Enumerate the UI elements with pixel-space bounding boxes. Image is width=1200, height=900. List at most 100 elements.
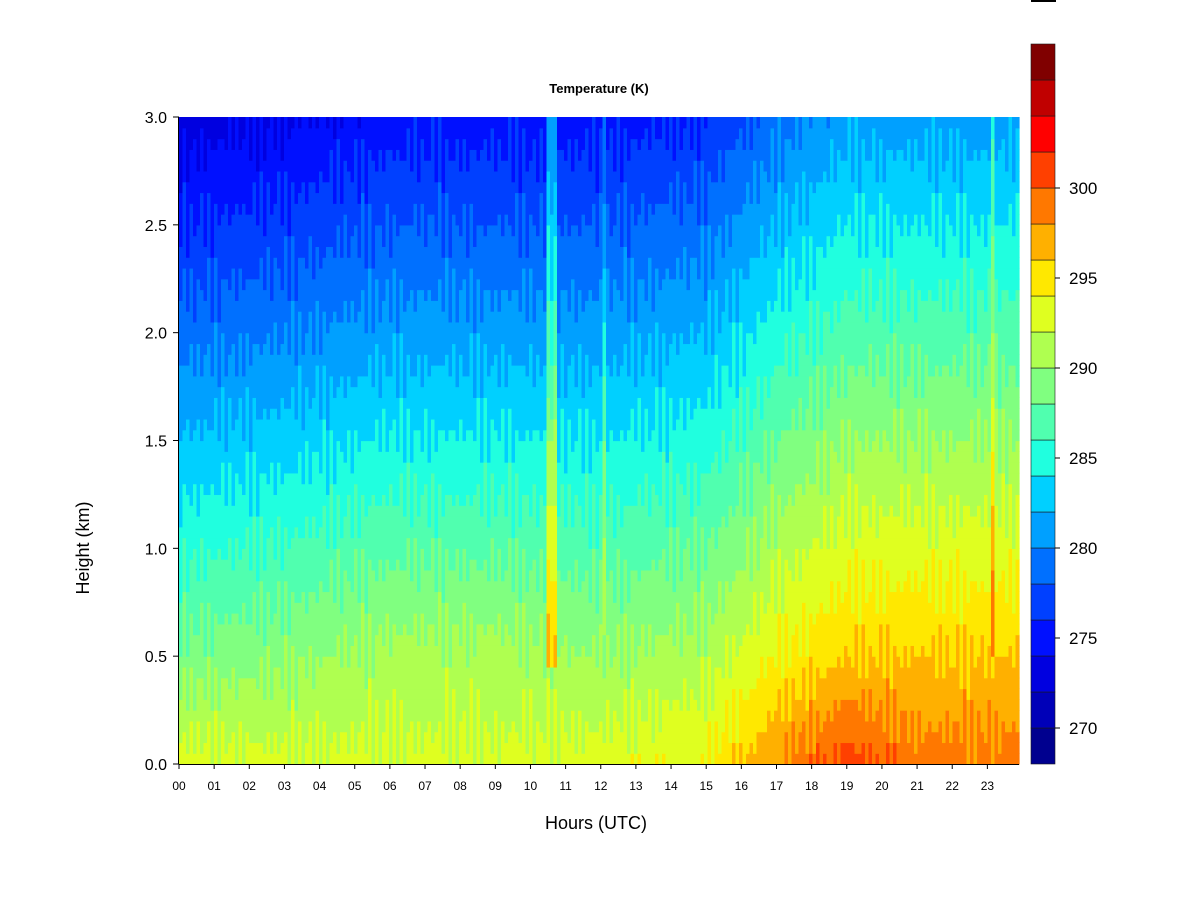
heatmap-cell [410, 645, 415, 657]
heatmap-cell [378, 645, 383, 657]
heatmap-cell [459, 656, 464, 668]
heatmap-cell [420, 397, 425, 409]
heatmap-cell [371, 494, 376, 506]
heatmap-cell [266, 440, 271, 452]
heatmap-cell [410, 602, 415, 614]
heatmap-cell [207, 375, 212, 388]
heatmap-cell [431, 289, 436, 301]
heatmap-cell [378, 666, 383, 679]
heatmap-cell [315, 170, 320, 183]
heatmap-cell [207, 591, 212, 603]
heatmap-cell [294, 634, 299, 646]
heatmap-cell [455, 321, 460, 334]
heatmap-cell [291, 181, 296, 194]
heatmap-cell [221, 300, 226, 312]
heatmap-cell [427, 731, 432, 744]
heatmap-cell [298, 397, 303, 409]
heatmap-cell [399, 462, 404, 474]
heatmap-cell [343, 278, 348, 291]
heatmap-cell [333, 300, 338, 312]
heatmap-cell [424, 742, 429, 754]
heatmap-cell [273, 677, 278, 690]
heatmap-cell [340, 753, 345, 765]
heatmap-cell [354, 418, 359, 431]
heatmap-cell [343, 548, 348, 560]
heatmap-cell [284, 246, 289, 258]
heatmap-cell [186, 192, 191, 204]
heatmap-cell [431, 666, 436, 679]
heatmap-cell [462, 677, 467, 690]
heatmap-cell [249, 440, 254, 452]
heatmap-cell [270, 440, 275, 452]
heatmap-cell [273, 246, 278, 258]
heatmap-cell [301, 731, 306, 744]
heatmap-cell [413, 537, 418, 549]
heatmap-cell [448, 181, 453, 194]
heatmap-cell [333, 688, 338, 700]
heatmap-cell [221, 192, 226, 204]
heatmap-cell [231, 656, 236, 668]
heatmap-cell [305, 418, 310, 431]
heatmap-cell [256, 203, 261, 215]
heatmap-cell [263, 634, 268, 646]
heatmap-cell [354, 181, 359, 194]
heatmap-cell [455, 645, 460, 657]
heatmap-cell [242, 731, 247, 744]
heatmap-cell [466, 634, 471, 646]
heatmap-cell [224, 710, 229, 722]
heatmap-cell [371, 710, 376, 722]
heatmap-cell [347, 386, 352, 398]
heatmap-cell [326, 354, 331, 366]
heatmap-cell [448, 224, 453, 237]
heatmap-cell [336, 494, 341, 506]
heatmap-cell [336, 300, 341, 312]
heatmap-cell [235, 731, 240, 744]
heatmap-cell [326, 742, 331, 754]
heatmap-cell [273, 623, 278, 636]
heatmap-cell [217, 569, 222, 582]
heatmap-cell [333, 699, 338, 711]
heatmap-cell [277, 623, 282, 636]
heatmap-cell [445, 375, 450, 388]
heatmap-cell [256, 451, 261, 463]
heatmap-cell [273, 569, 278, 582]
heatmap-cell [466, 548, 471, 560]
heatmap-cell [441, 753, 446, 765]
heatmap-cell [410, 418, 415, 431]
heatmap-cell [466, 515, 471, 528]
heatmap-cell [347, 559, 352, 571]
heatmap-cell [378, 526, 383, 539]
heatmap-cell [361, 224, 366, 237]
heatmap-cell [210, 418, 215, 431]
heatmap-cell [263, 505, 268, 517]
heatmap-cell [217, 343, 222, 355]
heatmap-cell [459, 666, 464, 679]
heatmap-cell [438, 440, 443, 452]
heatmap-cell [466, 386, 471, 398]
heatmap-cell [235, 515, 240, 528]
heatmap-cell [347, 149, 352, 161]
heatmap-cell [273, 408, 278, 420]
heatmap-cell [196, 494, 201, 506]
heatmap-cell [375, 343, 380, 355]
heatmap-cell [336, 656, 341, 668]
heatmap-cell [252, 742, 257, 754]
heatmap-cell [263, 321, 268, 334]
heatmap-cell [189, 742, 194, 754]
heatmap-cell [406, 429, 411, 442]
heatmap-cell [214, 267, 219, 280]
heatmap-cell [399, 623, 404, 636]
heatmap-cell [312, 720, 317, 733]
heatmap-cell [305, 214, 310, 226]
heatmap-cell [410, 634, 415, 646]
heatmap-cell [354, 666, 359, 679]
heatmap-cell [291, 656, 296, 668]
heatmap-cell [357, 505, 362, 517]
heatmap-cell [214, 591, 219, 603]
heatmap-cell [249, 224, 254, 237]
heatmap-cell [340, 117, 345, 129]
heatmap-cell [259, 515, 264, 528]
heatmap-cell [179, 569, 184, 582]
heatmap-cell [434, 613, 439, 625]
heatmap-cell [196, 462, 201, 474]
